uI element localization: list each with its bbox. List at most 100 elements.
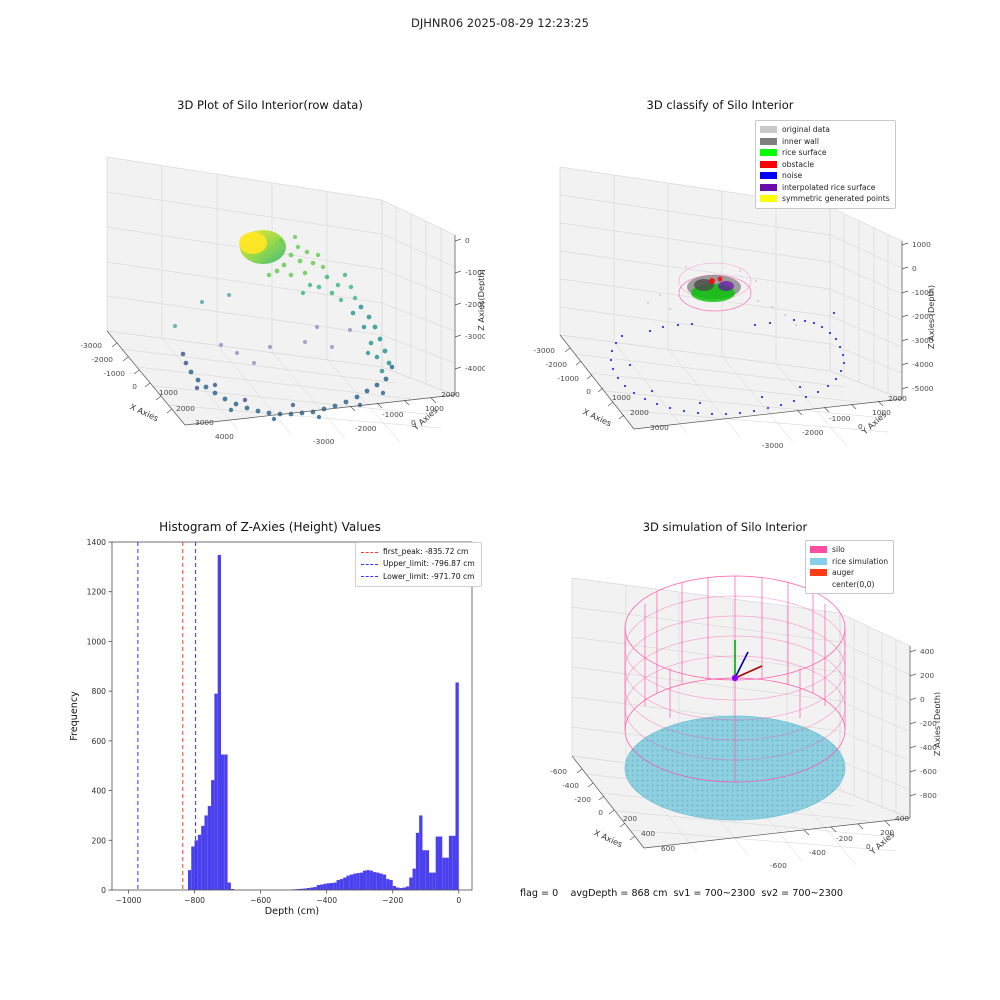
histogram-bar [207, 805, 212, 890]
histogram-xtick-label: −400 [316, 896, 337, 905]
histogram-bar [455, 682, 459, 890]
histogram-bar [425, 850, 430, 890]
histogram-bar [349, 874, 354, 890]
classify-legend-item: symmetric generated points [760, 193, 890, 205]
raw-3d-xtick-7: 4000 [215, 432, 234, 441]
raw-3d-xtick-5: 2000 [176, 404, 195, 413]
histogram-bar [310, 887, 314, 890]
classify-3d-ytick-4: -2000 [802, 428, 824, 437]
histogram-title: Histogram of Z-Axies (Height) Values [159, 520, 381, 534]
classify-legend-label: obstacle [782, 159, 815, 169]
histogram-xtick-label: −600 [250, 896, 271, 905]
classify-3d-xtick-3: 0 [586, 387, 591, 396]
classify-legend-swatch-icon [760, 183, 777, 191]
classify-legend-item: rice surface [760, 147, 890, 159]
histogram-ytick-label: 400 [92, 787, 107, 796]
simulation-3d-axes[interactable]: 400 200 0 -200 -400 -600 -800 Z Axies (D… [510, 518, 940, 888]
sim-3d-xtick-0: -600 [550, 767, 567, 776]
histogram-bar [300, 888, 304, 890]
sim-legend-item: auger [810, 567, 888, 579]
histogram-bar [356, 873, 360, 890]
histogram-bars [187, 554, 459, 891]
histogram-bar [201, 825, 205, 890]
sim-legend-swatch-icon [810, 569, 827, 577]
classify-3d-xtick-1: -2000 [546, 360, 568, 369]
classify-3d-xtick-2: -1000 [558, 374, 580, 383]
sim-3d-ztick-0: 400 [920, 647, 934, 656]
histogram-bar [336, 880, 340, 890]
classify-3d-axes[interactable]: 1000 0 -1000 -2000 -3000 -4000 -5000 Z A… [500, 95, 940, 465]
classify-legend-item: interpolated rice surface [760, 182, 890, 194]
sim-3d-xtick-6: 600 [661, 844, 675, 853]
sim-3d-ztick-1: 200 [920, 671, 934, 680]
sim-3d-zaxis-label: Z Axies (Depth) [932, 692, 942, 756]
sim-legend-item: silo [810, 544, 888, 556]
classify-legend-swatch-icon [760, 172, 777, 180]
classify-3d-ztick-2: -1000 [912, 288, 934, 297]
histogram-bar [379, 873, 383, 890]
panel-histogram: Histogram of Z-Axies (Height) Values −10… [60, 518, 490, 918]
histogram-bar [187, 870, 192, 890]
sim-3d-xaxis-label: X Axies [592, 827, 624, 849]
histogram-bar [396, 887, 400, 890]
histogram-bar [372, 872, 377, 890]
sim-legend-label: silo [832, 545, 845, 554]
sim-3d-ytick-0: 400 [895, 814, 909, 823]
histogram-bar [392, 886, 397, 890]
histogram-axes[interactable]: −1000 −800 −600 −400 −200 0 0 200 400 600 800 1000… [60, 518, 490, 918]
histogram-bar [194, 840, 198, 890]
histogram-bar [326, 883, 330, 890]
histogram-bar [211, 780, 215, 890]
sim-3d-xtick-1: -400 [562, 781, 579, 790]
histogram-bar [306, 888, 311, 890]
simulation-3d-legend: silo rice simulation auger center(0,0) [805, 540, 895, 595]
histogram-bar [346, 875, 350, 890]
classify-3d-ztick-5: -4000 [912, 360, 934, 369]
histogram-bar [422, 850, 426, 890]
sim-3d-ztick-6: -800 [920, 791, 937, 800]
sim-3d-xtick-4: 200 [623, 814, 637, 823]
histogram-xtick-label: −1000 [116, 896, 142, 905]
classify-3d-ytick-1: 1000 [872, 408, 891, 417]
histogram-bar [303, 888, 307, 890]
histogram-bar [197, 834, 202, 890]
raw-3d-xaxis-label: X Axies [128, 401, 160, 423]
classify-legend-swatch-icon [760, 195, 777, 203]
histogram-threshold-lines [137, 542, 197, 890]
histogram-bar [224, 754, 228, 890]
histogram-bar [452, 835, 456, 890]
histogram-bar [313, 887, 317, 890]
panel-simulation-3d: 3D simulation of Silo Interior [510, 518, 940, 888]
histogram-bar [419, 815, 423, 890]
classify-3d-ztick-0: 1000 [912, 240, 931, 249]
classify-3d-zaxis-label: Z Axies (Depth) [926, 285, 936, 349]
raw-3d-axes[interactable]: 0 -1000 -2000 -3000 -4000 Z Axies(Depth)… [55, 95, 485, 465]
raw-3d-xtick-4: 1000 [159, 388, 178, 397]
histogram-xtick-label: −800 [184, 896, 205, 905]
classify-legend-item: original data [760, 124, 890, 136]
classify-3d-ztick-6: -5000 [912, 384, 934, 393]
classify-3d-xtick-5: 2000 [630, 408, 649, 417]
histogram-bar [399, 888, 403, 890]
sim-3d-ztick-2: 0 [920, 695, 925, 704]
sim-legend-label: center(0,0) [832, 579, 875, 589]
histogram-bar [217, 554, 221, 890]
histogram-bar [296, 889, 301, 890]
histogram-legend-label: Lower_limit: -971.70 cm [383, 571, 475, 581]
classify-3d-ytick-0: 2000 [888, 394, 907, 403]
classify-legend-label: rice surface [782, 148, 827, 158]
histogram-bar [382, 874, 387, 890]
histogram-bar [363, 870, 367, 890]
histogram-bar [415, 832, 420, 890]
classify-3d-ytick-2: 0 [858, 422, 863, 431]
classify-legend-label: inner wall [782, 136, 820, 146]
classify-legend-swatch-icon [760, 137, 777, 145]
histogram-bar [214, 693, 218, 890]
histogram-legend-line-icon [361, 576, 378, 578]
sim-3d-ytick-4: -400 [809, 848, 826, 857]
raw-3d-ztick-0: 0 [465, 236, 470, 245]
histogram-bar [442, 857, 446, 890]
classify-legend-label: noise [782, 171, 803, 181]
histogram-bar [343, 877, 347, 890]
